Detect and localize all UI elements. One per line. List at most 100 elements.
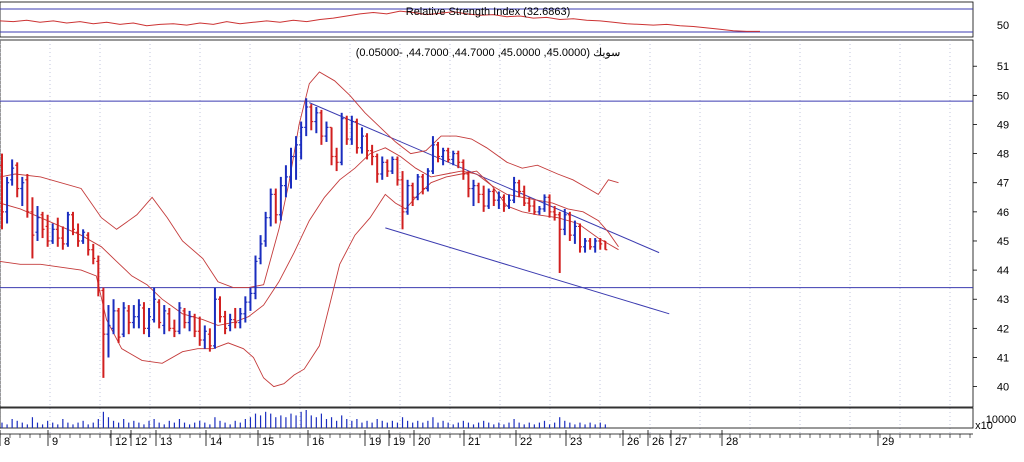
ohlc-bar bbox=[390, 156, 395, 174]
ohlc-bar bbox=[91, 243, 96, 265]
ohlc-bar bbox=[268, 188, 273, 227]
ohlc-bar bbox=[15, 162, 20, 198]
ohlc-bar bbox=[456, 150, 461, 169]
ohlc-bar bbox=[309, 104, 314, 131]
trend-channel-line bbox=[385, 227, 670, 315]
ohlc-bar bbox=[557, 211, 562, 274]
volume-unit-label: x10 bbox=[975, 420, 993, 432]
price-tick-label: 44 bbox=[997, 265, 1009, 277]
ohlc-bar bbox=[116, 307, 121, 343]
price-title: سويك (45.0000, 45.0000, 44.7000, 44.7000… bbox=[356, 47, 621, 59]
ohlc-bar bbox=[101, 287, 106, 378]
ohlc-bar bbox=[562, 208, 567, 236]
x-tick-label: 22 bbox=[520, 436, 532, 448]
price-tick-label: 47 bbox=[997, 178, 1009, 190]
ohlc-bar bbox=[131, 305, 136, 329]
ohlc-bar bbox=[177, 302, 182, 335]
price-tick-label: 48 bbox=[997, 149, 1009, 161]
ohlc-bar bbox=[395, 156, 400, 186]
ohlc-bar bbox=[157, 299, 162, 329]
ohlc-bar bbox=[35, 206, 40, 241]
ohlc-bar bbox=[162, 305, 167, 335]
ohlc-bar bbox=[567, 211, 572, 241]
ohlc-bar bbox=[547, 194, 552, 218]
price-tick-label: 51 bbox=[997, 61, 1009, 73]
ohlc-bar bbox=[202, 325, 207, 349]
ohlc-bar bbox=[187, 310, 192, 332]
ohlc-bar bbox=[207, 328, 212, 352]
ohlc-bar bbox=[136, 299, 141, 329]
ohlc-bar bbox=[496, 191, 501, 209]
price-tick-label: 49 bbox=[997, 119, 1009, 131]
ohlc-bar bbox=[385, 159, 390, 177]
ohlc-bar bbox=[365, 133, 370, 160]
ohlc-bar bbox=[588, 238, 593, 250]
ohlc-bar bbox=[446, 147, 451, 163]
ohlc-bar bbox=[405, 179, 410, 215]
ohlc-bar bbox=[172, 319, 177, 338]
ohlc-bar bbox=[304, 98, 309, 137]
rsi-tick-label: 50 bbox=[997, 20, 1009, 32]
ohlc-bar bbox=[344, 115, 349, 145]
ohlc-bar bbox=[522, 185, 527, 207]
ohlc-bar bbox=[491, 188, 496, 207]
ohlc-bar bbox=[527, 197, 532, 212]
price-panel: 51 50 49 48 47 46 45 44 43 42 41 40 bbox=[0, 39, 1009, 437]
ohlc-bar bbox=[30, 197, 35, 259]
x-tick-label: 26 bbox=[627, 436, 639, 448]
price-tick-label: 45 bbox=[997, 236, 1009, 248]
ohlc-bar bbox=[400, 171, 405, 230]
x-tick-label: 8 bbox=[4, 436, 10, 448]
x-tick-label: 21 bbox=[468, 436, 480, 448]
ohlc-bar bbox=[60, 226, 65, 250]
x-tick-label: 12 bbox=[115, 436, 127, 448]
ohlc-bar bbox=[583, 238, 588, 253]
ohlc-bar bbox=[420, 173, 425, 195]
x-tick-label: 13 bbox=[160, 436, 172, 448]
ohlc-bar bbox=[278, 176, 283, 221]
ohlc-bar bbox=[324, 121, 329, 142]
ohlc-bar bbox=[192, 313, 197, 338]
ohlc-bar bbox=[441, 147, 446, 166]
x-tick-label: 27 bbox=[675, 436, 687, 448]
ohlc-bar bbox=[552, 206, 557, 221]
ohlc-bar bbox=[65, 211, 70, 247]
ohlc-bar bbox=[5, 176, 10, 224]
ohlc-bar bbox=[359, 127, 364, 154]
price-tick-label: 42 bbox=[997, 323, 1009, 335]
ohlc-bar bbox=[486, 188, 491, 209]
price-tick-label: 43 bbox=[997, 294, 1009, 306]
ohlc-bar bbox=[603, 240, 608, 251]
ohlc-bar bbox=[25, 173, 30, 218]
x-tick-label: 20 bbox=[418, 436, 430, 448]
ohlc-bar bbox=[329, 126, 334, 166]
ohlc-bar bbox=[476, 182, 481, 204]
ohlc-bar bbox=[288, 147, 293, 189]
price-tick-label: 40 bbox=[997, 382, 1009, 394]
ohlc-bar bbox=[370, 144, 375, 166]
ohlc-bar bbox=[40, 211, 45, 239]
ohlc-bar bbox=[238, 307, 243, 329]
rsi-line bbox=[0, 10, 760, 32]
ohlc-bar bbox=[593, 238, 598, 253]
ohlc-bar bbox=[380, 156, 385, 180]
ohlc-bar bbox=[223, 310, 228, 335]
ohlc-bar bbox=[577, 223, 582, 253]
ohlc-bar bbox=[228, 313, 233, 332]
x-tick-label: 19 bbox=[393, 436, 405, 448]
x-tick-label: 28 bbox=[726, 436, 738, 448]
ohlc-bar bbox=[354, 118, 359, 154]
x-tick-label: 12 bbox=[135, 436, 147, 448]
ohlc-bar bbox=[111, 299, 116, 335]
ohlc-bar bbox=[258, 235, 263, 265]
x-tick-label: 29 bbox=[882, 436, 894, 448]
ohlc-bar bbox=[507, 194, 511, 209]
ohlc-bar bbox=[466, 171, 471, 198]
ohlc-bar bbox=[197, 316, 202, 346]
ohlc-bar bbox=[572, 220, 577, 244]
ohlc-bar bbox=[517, 179, 522, 198]
ohlc-bar bbox=[147, 307, 152, 338]
ohlc-bar bbox=[20, 176, 25, 207]
ohlc-bar bbox=[167, 307, 172, 332]
